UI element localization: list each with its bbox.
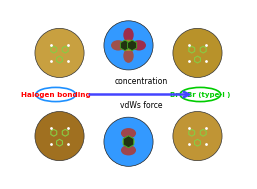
Ellipse shape bbox=[121, 128, 136, 138]
Ellipse shape bbox=[111, 40, 125, 51]
Circle shape bbox=[173, 28, 222, 77]
Circle shape bbox=[173, 112, 222, 161]
Text: concentration: concentration bbox=[114, 77, 167, 86]
Ellipse shape bbox=[180, 87, 221, 102]
Circle shape bbox=[104, 21, 153, 70]
Text: Halogen bonding: Halogen bonding bbox=[21, 91, 91, 98]
Text: vdWs force: vdWs force bbox=[120, 101, 162, 110]
Ellipse shape bbox=[120, 40, 137, 51]
Ellipse shape bbox=[121, 145, 136, 155]
Ellipse shape bbox=[132, 40, 146, 51]
Ellipse shape bbox=[123, 28, 134, 42]
Circle shape bbox=[104, 117, 153, 166]
Circle shape bbox=[35, 112, 84, 161]
Circle shape bbox=[35, 28, 84, 77]
Text: Br···Br (type-I ): Br···Br (type-I ) bbox=[170, 91, 231, 98]
Ellipse shape bbox=[36, 87, 76, 102]
Ellipse shape bbox=[123, 49, 134, 63]
Ellipse shape bbox=[122, 138, 135, 146]
